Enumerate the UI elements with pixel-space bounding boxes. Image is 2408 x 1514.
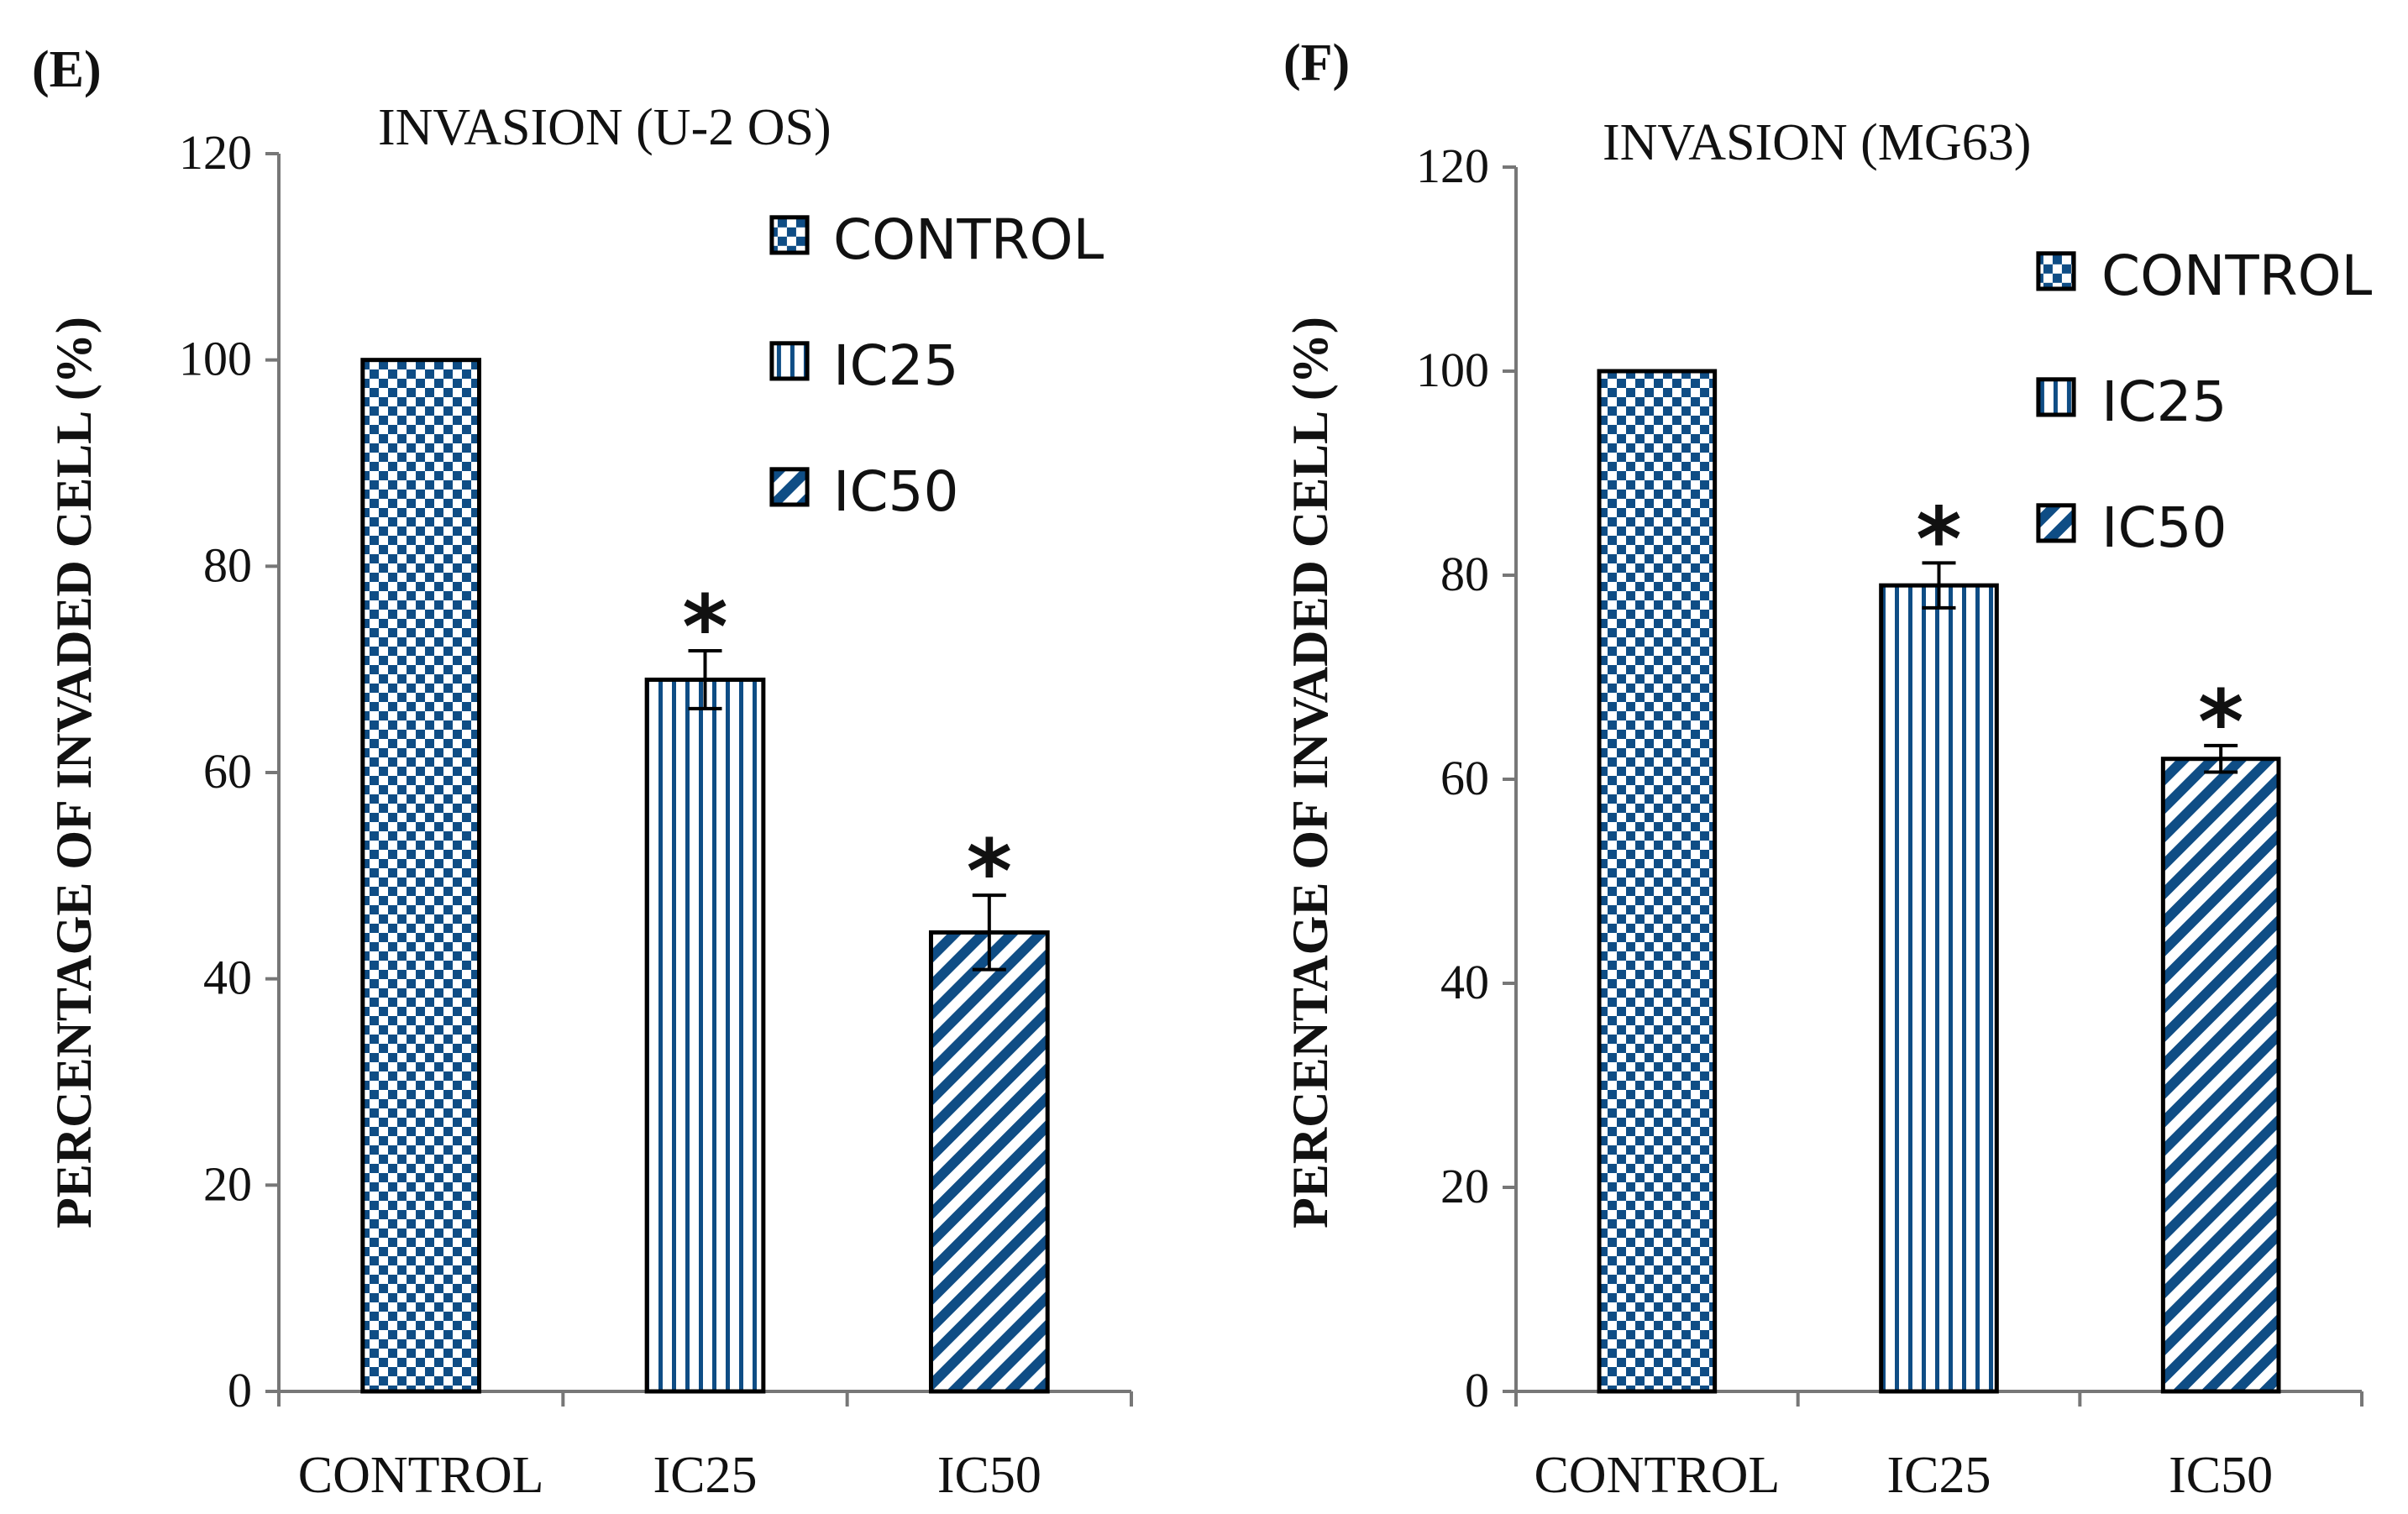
bar-control — [1597, 369, 1718, 1394]
y-tick-label: 80 — [203, 537, 252, 592]
y-tick-label: 0 — [228, 1363, 252, 1417]
y-axis-label: PERCENTAGE OF INVADED CELL (%) — [46, 317, 102, 1228]
bar-control — [360, 358, 482, 1394]
y-tick-label: 60 — [1440, 751, 1489, 805]
x-category-label: IC50 — [2169, 1447, 2273, 1504]
y-tick-label: 80 — [1440, 547, 1489, 601]
significance-mark: * — [1916, 488, 1961, 590]
panel-label: (F) — [1283, 34, 1350, 92]
chart-title: INVASION (U-2 OS) — [378, 99, 832, 156]
legend-swatch-ic50 — [2036, 503, 2076, 543]
chart-panel-1: (F) INVASION (MG63) PERCENTAGE OF INVADED … — [1283, 34, 2373, 1504]
legend-label: IC25 — [833, 333, 959, 398]
panel-label: (E) — [32, 41, 102, 98]
y-tick-label: 40 — [203, 951, 252, 1005]
legend-label: CONTROL — [833, 207, 1104, 272]
legend-swatch-ic50 — [769, 467, 810, 507]
legend-label: IC50 — [2101, 495, 2227, 560]
x-category-label: CONTROL — [298, 1447, 544, 1504]
y-axis-label: PERCENTAGE OF INVADED CELL (%) — [1283, 317, 1338, 1228]
chart-title: INVASION (MG63) — [1603, 114, 2031, 171]
legend-label: CONTROL — [2101, 244, 2373, 308]
x-category-label: CONTROL — [1534, 1447, 1780, 1504]
x-category-label: IC25 — [1887, 1447, 1991, 1504]
y-tick-label: 20 — [203, 1156, 252, 1211]
legend-swatch-ic25 — [769, 341, 810, 381]
bar-ic25 — [644, 677, 766, 1394]
x-category-label: IC25 — [653, 1447, 758, 1504]
legend-swatch-ic25 — [2036, 377, 2076, 417]
bar-ic50 — [928, 930, 1050, 1394]
bar-ic25 — [1879, 583, 1999, 1394]
y-tick-label: 100 — [1416, 343, 1489, 397]
y-tick-label: 0 — [1465, 1363, 1489, 1417]
y-tick-label: 20 — [1440, 1159, 1489, 1213]
legend-swatch-control — [2036, 251, 2076, 291]
y-tick-label: 100 — [179, 332, 252, 386]
y-tick-label: 60 — [203, 744, 252, 799]
chart-panel-0: (E) INVASION (U-2 OS) PERCENTAGE OF INVADE… — [32, 41, 1133, 1504]
legend-label: IC50 — [833, 459, 959, 524]
legend-swatch-control — [769, 215, 810, 255]
bar-ic50 — [2160, 757, 2281, 1394]
legend-label: IC25 — [2101, 369, 2227, 434]
significance-mark: * — [2198, 671, 2243, 773]
y-tick-label: 40 — [1440, 955, 1489, 1009]
significance-mark: * — [967, 820, 1012, 923]
significance-mark: * — [682, 576, 727, 678]
x-category-label: IC50 — [937, 1447, 1041, 1504]
y-tick-label: 120 — [1416, 139, 1489, 193]
y-tick-label: 120 — [179, 125, 252, 180]
